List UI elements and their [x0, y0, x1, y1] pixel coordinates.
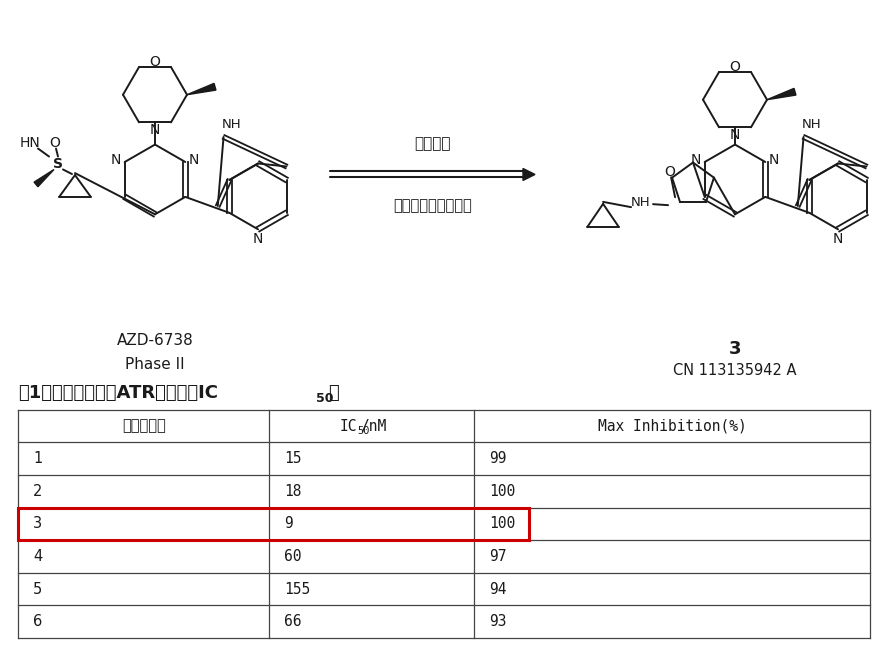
Text: 3: 3 — [33, 516, 42, 531]
Text: 97: 97 — [489, 549, 507, 564]
Text: 9: 9 — [285, 516, 293, 531]
Text: N: N — [252, 232, 263, 246]
Text: O: O — [665, 165, 675, 179]
Text: S: S — [53, 157, 63, 172]
Text: 值: 值 — [328, 384, 339, 402]
Polygon shape — [523, 168, 535, 180]
Text: N: N — [690, 153, 701, 167]
Text: N: N — [769, 153, 780, 167]
Text: NH: NH — [631, 196, 650, 209]
Text: 6: 6 — [33, 614, 42, 629]
Text: 构象约束，电子等排: 构象约束，电子等排 — [393, 198, 472, 213]
Text: AZD-6738: AZD-6738 — [117, 334, 194, 349]
Polygon shape — [767, 88, 796, 100]
Text: 实施例编号: 实施例编号 — [122, 419, 166, 434]
Text: CN 113135942 A: CN 113135942 A — [673, 364, 797, 378]
Bar — [18, 507, 529, 540]
Text: N: N — [150, 123, 161, 137]
Text: 3: 3 — [729, 340, 741, 358]
Text: NH: NH — [222, 119, 242, 132]
Text: 4: 4 — [33, 549, 42, 564]
Text: 60: 60 — [285, 549, 301, 564]
Text: 1: 1 — [33, 451, 42, 467]
Text: 50: 50 — [316, 392, 334, 406]
Text: 18: 18 — [285, 484, 301, 499]
Text: 100: 100 — [489, 516, 515, 531]
Text: 15: 15 — [285, 451, 301, 467]
Text: Phase II: Phase II — [125, 358, 185, 373]
Text: N: N — [730, 128, 740, 143]
Text: 骨架跃迁: 骨架跃迁 — [414, 136, 450, 151]
Text: Max Inhibition(%): Max Inhibition(%) — [598, 419, 747, 434]
Text: 50: 50 — [358, 426, 370, 436]
Polygon shape — [187, 84, 216, 95]
Text: N: N — [189, 153, 200, 167]
Text: 2: 2 — [33, 484, 43, 499]
Text: O: O — [730, 60, 740, 74]
Text: 94: 94 — [489, 582, 507, 597]
Polygon shape — [34, 170, 54, 187]
Text: /nM: /nM — [360, 419, 387, 434]
Text: 表1本公开化合物对ATR酶抑制的IC: 表1本公开化合物对ATR酶抑制的IC — [18, 384, 218, 402]
Text: HN: HN — [20, 135, 40, 150]
Text: 99: 99 — [489, 451, 507, 467]
Text: N: N — [833, 232, 843, 246]
Text: 5: 5 — [33, 582, 42, 597]
Text: 100: 100 — [489, 484, 515, 499]
Text: O: O — [150, 55, 161, 69]
Text: N: N — [111, 153, 121, 167]
Text: IC: IC — [340, 419, 358, 434]
Text: O: O — [50, 135, 61, 150]
Text: 93: 93 — [489, 614, 507, 629]
Text: 155: 155 — [285, 582, 310, 597]
Text: NH: NH — [802, 119, 822, 132]
Text: 66: 66 — [285, 614, 301, 629]
